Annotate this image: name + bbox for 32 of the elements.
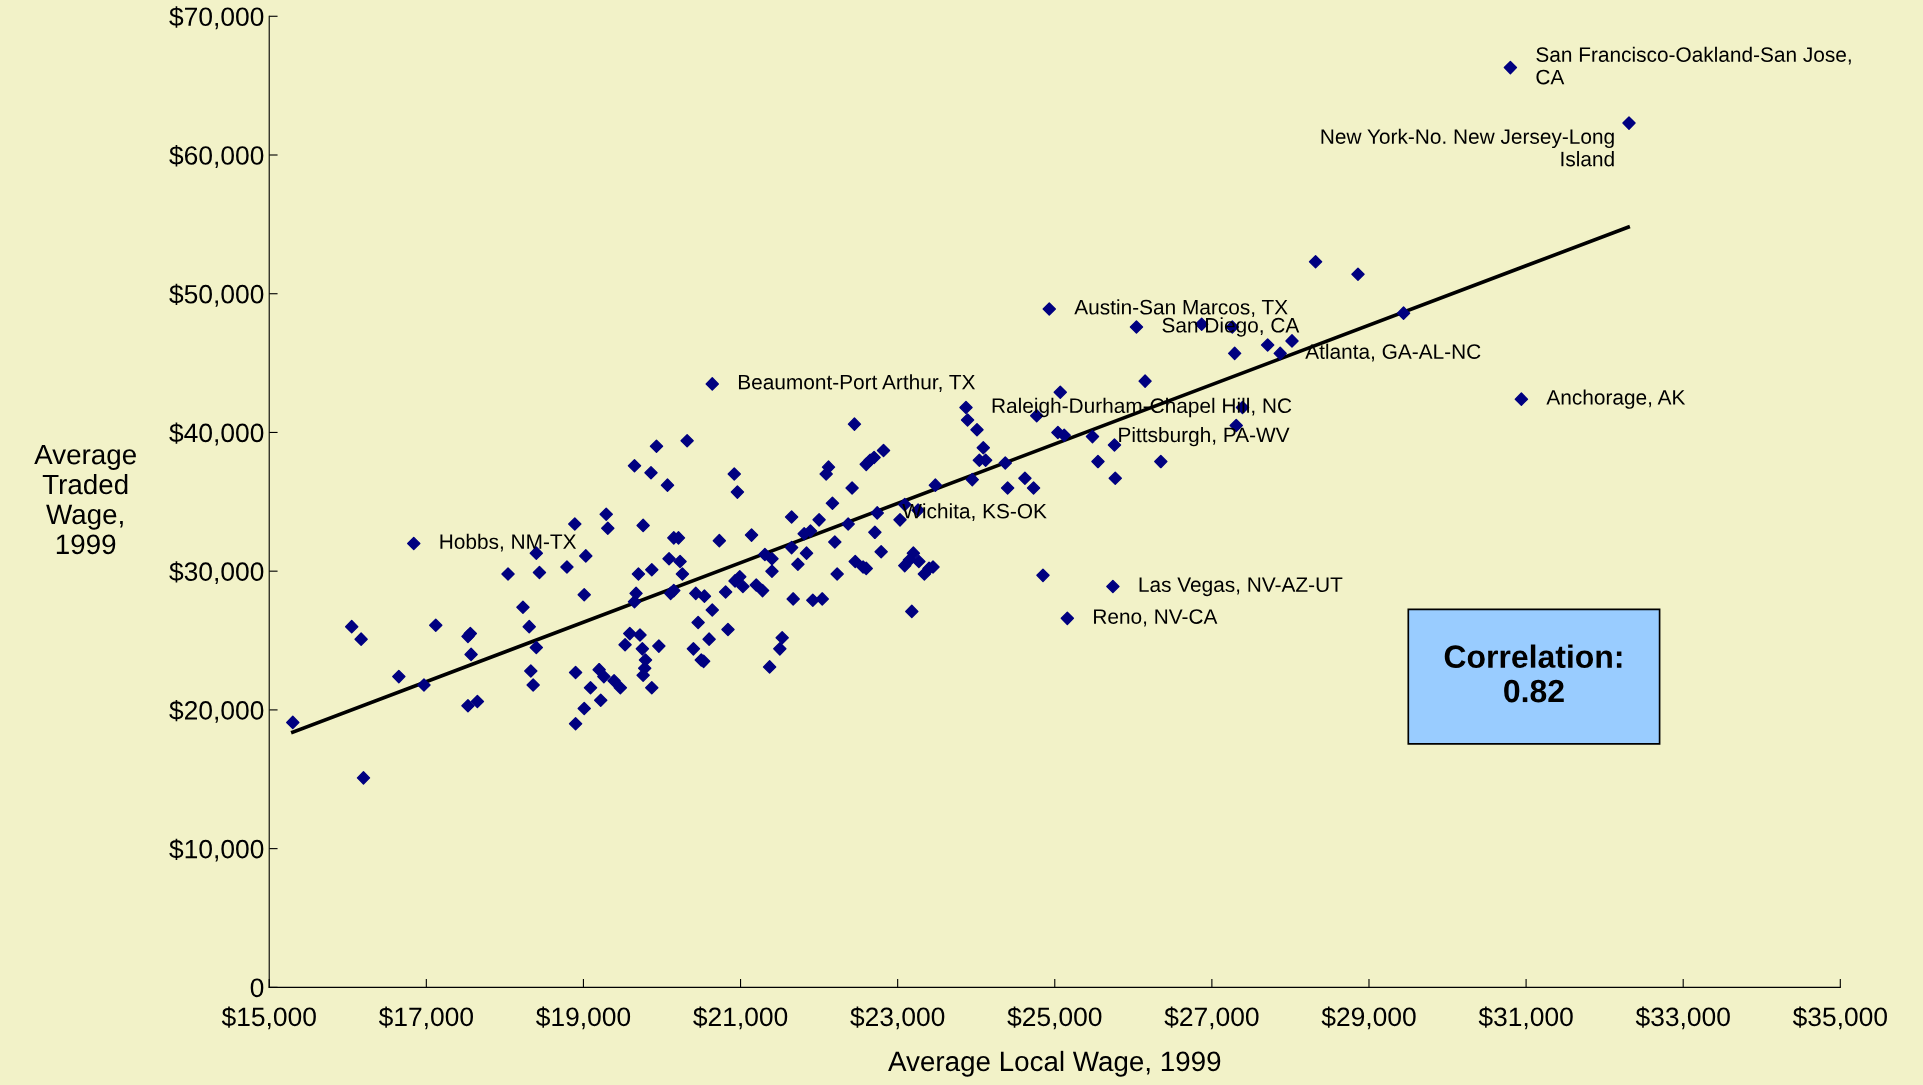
annotation: Correlation: 0.82 — [1444, 644, 1622, 703]
x-tick-label: $31,000 — [1478, 1006, 1573, 1030]
annotation: New York-No. New Jersey-Long Island — [1321, 128, 1614, 167]
y-tick-label: $40,000 — [169, 422, 264, 446]
x-axis-title: Average Local Wage, 1999 — [888, 1050, 1221, 1077]
annotation: Anchorage, AK — [1546, 389, 1686, 409]
annotation: Las Vegas, NV-AZ-UT — [1139, 577, 1343, 597]
y-tick-label: $20,000 — [169, 699, 264, 723]
y-tick-label: $70,000 — [169, 6, 264, 30]
annotation: Hobbs, NM-TX — [440, 533, 577, 552]
annotation: San Francisco-Oakland-San Jose, CA — [1536, 46, 1851, 85]
x-tick-label: $19,000 — [536, 1006, 631, 1030]
annotation: Pittsburgh, PA-WV — [1119, 426, 1290, 447]
y-tick-label: 0 — [250, 978, 264, 998]
x-tick-label: $33,000 — [1635, 1006, 1730, 1030]
annotation: Beaumont-Port Arthur, TX — [738, 374, 976, 392]
y-tick-label: $10,000 — [169, 838, 264, 862]
y-tick-label: $60,000 — [169, 145, 264, 168]
annotation: Reno, NV-CA — [1094, 609, 1218, 627]
x-tick-label: $29,000 — [1321, 1006, 1416, 1030]
y-axis-title: Average Traded Wage, 1999 — [34, 445, 136, 555]
y-tick-label: $30,000 — [169, 561, 264, 585]
annotation: Austin-San Marcos, TX — [1074, 299, 1288, 318]
x-tick-label: $35,000 — [1792, 1006, 1887, 1030]
annotation: Atlanta, GA-AL-NC — [1305, 343, 1481, 362]
x-tick-label: $21,000 — [693, 1006, 788, 1030]
y-tick-label: $50,000 — [169, 283, 264, 307]
x-tick-label: $25,000 — [1007, 1006, 1102, 1030]
x-tick-label: $27,000 — [1164, 1006, 1259, 1030]
x-tick-label: $15,000 — [221, 1006, 316, 1030]
x-tick-label: $23,000 — [850, 1006, 945, 1030]
x-tick-label: $17,000 — [378, 1006, 473, 1030]
